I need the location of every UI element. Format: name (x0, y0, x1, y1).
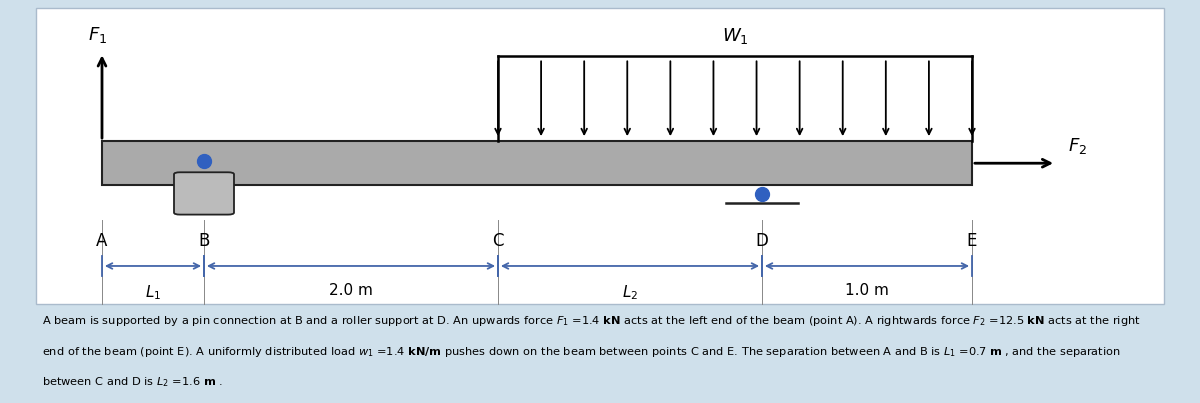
Text: 2.0 m: 2.0 m (329, 283, 373, 298)
Text: between C and D is $L_2$ =1.6 $\bf{m}$ .: between C and D is $L_2$ =1.6 $\bf{m}$ . (42, 375, 223, 388)
Text: $W_1$: $W_1$ (721, 26, 749, 46)
FancyBboxPatch shape (174, 172, 234, 215)
Text: $L_1$: $L_1$ (145, 283, 161, 302)
Text: $F_1$: $F_1$ (88, 25, 107, 45)
Text: C: C (492, 232, 504, 250)
Bar (36, 8, 1164, 304)
Text: D: D (756, 232, 768, 250)
Text: $F_2$: $F_2$ (1068, 136, 1087, 156)
Bar (102, 141, 972, 185)
Text: E: E (967, 232, 977, 250)
Text: B: B (198, 232, 210, 250)
Text: end of the beam (point E). A uniformly distributed load $w_1$ =1.4 $\bf{kN/m}$ p: end of the beam (point E). A uniformly d… (42, 345, 1121, 359)
Text: A beam is supported by a pin connection at B and a roller support at D. An upwar: A beam is supported by a pin connection … (42, 314, 1141, 328)
Text: 1.0 m: 1.0 m (845, 283, 889, 298)
Text: $L_2$: $L_2$ (622, 283, 638, 302)
Text: A: A (96, 232, 108, 250)
